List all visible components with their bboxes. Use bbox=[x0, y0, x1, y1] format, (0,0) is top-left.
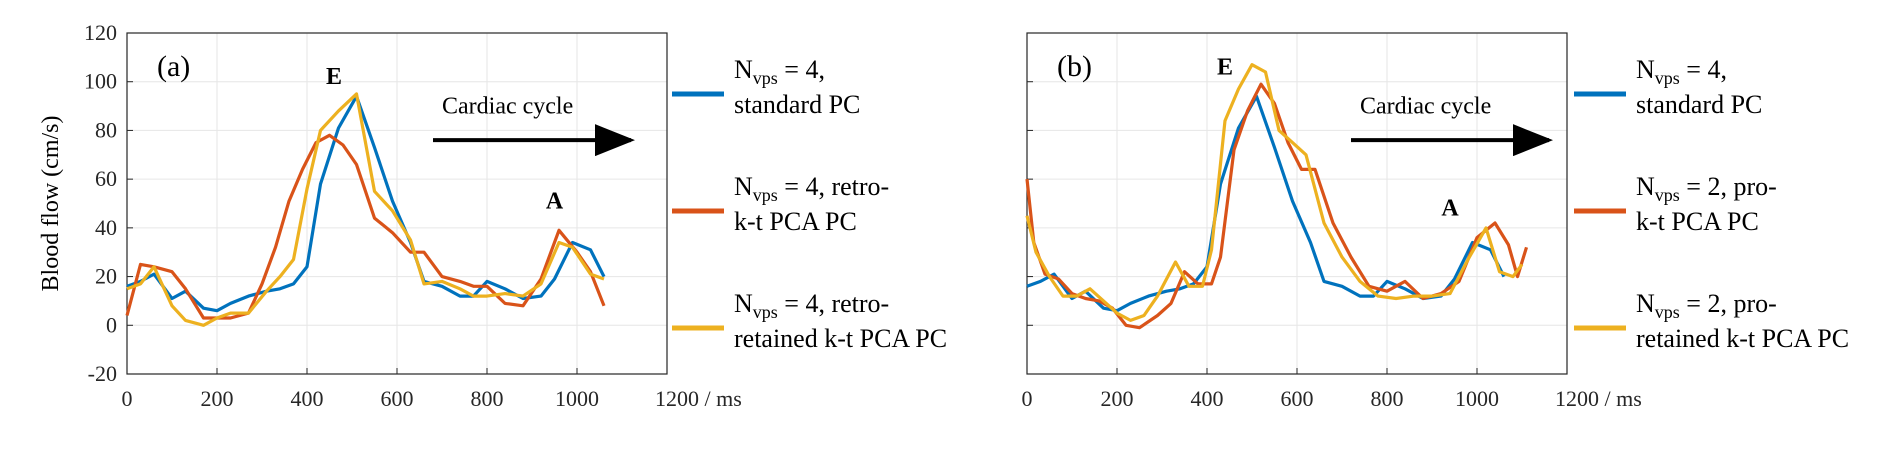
panel-label: (a) bbox=[157, 50, 190, 83]
peak-label-a: A bbox=[546, 188, 564, 214]
y-tick-label: 120 bbox=[84, 20, 117, 45]
legend-text-line2: retained k-t PCA PC bbox=[734, 324, 947, 353]
legend-entry-3: Nvps = 4, retro-retained k-t PCA PC bbox=[672, 289, 947, 353]
x-tick-label: 200 bbox=[201, 386, 234, 411]
panel-label: (b) bbox=[1057, 50, 1092, 83]
legend-entry-1: Nvps = 4,standard PC bbox=[1574, 55, 1762, 119]
legend-text-line1: Nvps = 2, pro- bbox=[1636, 172, 1777, 205]
arrow-label: Cardiac cycle bbox=[1360, 93, 1491, 119]
y-tick-label: 80 bbox=[95, 117, 117, 142]
x-tick-label: 1000 bbox=[555, 386, 599, 411]
legend-text-line1: Nvps = 4, bbox=[1636, 55, 1727, 88]
x-tick-label: 400 bbox=[1191, 386, 1224, 411]
panel-b: 0 200 400 600 800 1000 1200 / ms (b) E A Cardiac c… bbox=[1022, 32, 1849, 411]
series-line-1 bbox=[126, 94, 606, 313]
legend-text-line1: Nvps = 4, retro- bbox=[734, 289, 889, 322]
x-tick-label: 0 bbox=[1022, 386, 1033, 411]
legend-text-line1: Nvps = 4, bbox=[734, 55, 825, 88]
series-line-2 bbox=[125, 133, 606, 320]
legend-text-line2: standard PC bbox=[1636, 90, 1762, 119]
x-tick-label: 800 bbox=[471, 386, 504, 411]
legend-text-line1: Nvps = 2, pro- bbox=[1636, 289, 1777, 322]
peak-label-e: E bbox=[326, 64, 342, 90]
legend-entry-1: Nvps = 4,standard PC bbox=[672, 55, 860, 119]
legend-text-line2: retained k-t PCA PC bbox=[1636, 324, 1849, 353]
y-tick-label: -20 bbox=[88, 361, 117, 386]
peak-label-a: A bbox=[1441, 196, 1459, 222]
series-line-2 bbox=[1025, 82, 1529, 330]
y-axis-label: Blood flow (cm/s) bbox=[38, 116, 64, 292]
series-line-3 bbox=[126, 92, 605, 327]
legend-text-line1: Nvps = 4, retro- bbox=[734, 172, 889, 205]
legend-text-line2: k-t PCA PC bbox=[1636, 207, 1759, 236]
y-tick-label: 0 bbox=[106, 312, 117, 337]
legend-entry-2: Nvps = 2, pro-k-t PCA PC bbox=[1574, 172, 1777, 236]
y-tick-label: 60 bbox=[95, 166, 117, 191]
x-unit-label: 1200 / ms bbox=[1555, 386, 1642, 411]
y-tick-label: 40 bbox=[95, 215, 117, 240]
series-line-3 bbox=[1025, 63, 1524, 322]
legend-text-line2: standard PC bbox=[734, 90, 860, 119]
x-tick-label: 600 bbox=[381, 386, 414, 411]
legend-text-line2: k-t PCA PC bbox=[734, 207, 857, 236]
x-tick-label: 0 bbox=[122, 386, 133, 411]
legend-entry-3: Nvps = 2, pro-retained k-t PCA PC bbox=[1574, 289, 1849, 353]
series-line-1 bbox=[1026, 94, 1506, 313]
y-tick-label: 100 bbox=[84, 69, 117, 94]
x-unit-label: 1200 / ms bbox=[655, 386, 742, 411]
arrow-label: Cardiac cycle bbox=[442, 93, 573, 119]
x-tick-label: 400 bbox=[291, 386, 324, 411]
x-tick-label: 600 bbox=[1281, 386, 1314, 411]
peak-label-e: E bbox=[1217, 54, 1233, 80]
x-tick-label: 200 bbox=[1101, 386, 1134, 411]
panel-a: 0 200 400 600 800 1000 1200 / ms-2002040608010… bbox=[38, 20, 947, 411]
x-tick-label: 800 bbox=[1371, 386, 1404, 411]
y-tick-label: 20 bbox=[95, 264, 117, 289]
legend-entry-2: Nvps = 4, retro-k-t PCA PC bbox=[672, 172, 889, 236]
x-tick-label: 1000 bbox=[1455, 386, 1499, 411]
